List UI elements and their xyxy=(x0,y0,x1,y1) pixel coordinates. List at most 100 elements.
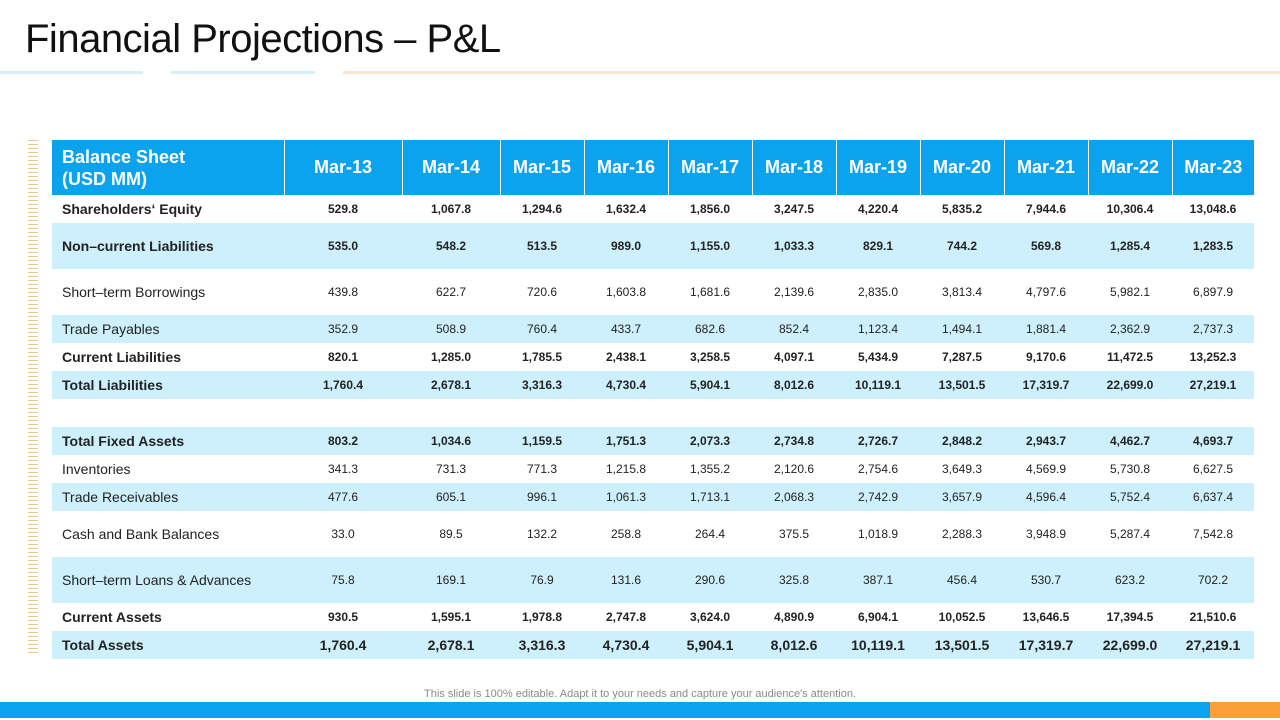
table-cell: 131.6 xyxy=(584,557,668,603)
table-cell: 1,760.4 xyxy=(284,631,402,659)
table-cell: 1,155.0 xyxy=(668,223,752,269)
table-cell: 1,881.4 xyxy=(1004,315,1088,343)
table-cell: 1,632.4 xyxy=(605,202,647,216)
table-cell: 258.8 xyxy=(610,527,642,541)
table-cell: 8,012.6 xyxy=(752,631,836,659)
table-cell: 820.1 xyxy=(327,350,359,364)
table-cell: 731.3 xyxy=(435,462,467,476)
table-cell: 13,501.5 xyxy=(920,371,1004,399)
table-cell: 2,068.3 xyxy=(752,483,836,511)
table-row: Cash and Bank Balances 33.0 89.5 132.2 258.8… xyxy=(52,511,1254,557)
row-label: Current Liabilities xyxy=(62,349,182,365)
table-cell: 5,730.8 xyxy=(1109,462,1151,476)
slide-title: Financial Projections – P&L xyxy=(25,17,501,61)
table-cell: 6,904.1 xyxy=(857,610,899,624)
table-cell: 7,542.8 xyxy=(1192,527,1234,541)
column-header: Mar-23 xyxy=(1171,140,1254,195)
table-cell: 387.1 xyxy=(836,557,920,603)
table-row: Shareholders‘ Equity 529.8 1,067.8 1,294.6 1… xyxy=(52,195,1254,223)
table-cell: 535.0 xyxy=(284,223,402,269)
table-cell: 569.8 xyxy=(1004,223,1088,269)
table-cell: 13,048.6 xyxy=(1189,202,1237,216)
table-cell: 433.7 xyxy=(584,315,668,343)
table-cell: 4,462.7 xyxy=(1088,427,1172,455)
table-cell: 17,319.7 xyxy=(1004,631,1088,659)
table-cell: 2,742.9 xyxy=(836,483,920,511)
table-cell xyxy=(284,399,402,427)
table-cell: 1,061.3 xyxy=(584,483,668,511)
table-cell: 1,159.5 xyxy=(500,427,584,455)
column-header: Mar-13 xyxy=(283,140,402,195)
table-cell: 513.5 xyxy=(500,223,584,269)
table-cell: 352.9 xyxy=(284,315,402,343)
table-cell: 1,033.3 xyxy=(752,223,836,269)
header-label-line2: (USD MM) xyxy=(62,168,147,189)
table-cell: 852.4 xyxy=(752,315,836,343)
column-header: Mar-17 xyxy=(667,140,752,195)
table-cell: 744.2 xyxy=(920,223,1004,269)
table-cell: 456.4 xyxy=(920,557,1004,603)
table-cell: 27,219.1 xyxy=(1172,631,1254,659)
table-row: Trade Payables 352.9 508.9 760.4 433.7 682.6 8… xyxy=(52,315,1254,343)
table-cell: 2,747.8 xyxy=(605,610,647,624)
table-row: Total Assets 1,760.4 2,678.1 3,316.3 4,730.4… xyxy=(52,631,1254,659)
column-header: Mar-14 xyxy=(401,140,500,195)
table-row: Short–term Loans & Advances 75.8 169.1 76.9… xyxy=(52,557,1254,603)
table-cell: 3,649.3 xyxy=(941,462,983,476)
table-cell: 89.5 xyxy=(439,527,463,541)
table-cell: 13,646.5 xyxy=(1022,610,1070,624)
table-cell: 1,355.2 xyxy=(689,462,731,476)
table-cell: 5,904.1 xyxy=(668,631,752,659)
table-cell: 1,034.6 xyxy=(402,427,500,455)
table-cell: 375.5 xyxy=(778,527,810,541)
table-cell xyxy=(1088,399,1172,427)
table-cell: 508.9 xyxy=(402,315,500,343)
column-header: Mar-18 xyxy=(751,140,836,195)
table-cell: 702.2 xyxy=(1172,557,1254,603)
row-label: Shareholders‘ Equity xyxy=(62,201,203,217)
table-cell: 439.8 xyxy=(327,285,359,299)
table-cell: 17,319.7 xyxy=(1004,371,1088,399)
table-cell: 4,730.4 xyxy=(584,371,668,399)
table-cell: 7,944.6 xyxy=(1025,202,1067,216)
table-cell: 5,982.1 xyxy=(1109,285,1151,299)
table-cell: 803.2 xyxy=(284,427,402,455)
title-underline-left xyxy=(0,71,143,74)
table-cell: 548.2 xyxy=(402,223,500,269)
table-cell xyxy=(1004,399,1088,427)
table-cell: 4,890.9 xyxy=(773,610,815,624)
table-cell: 264.4 xyxy=(694,527,726,541)
header-label-line1: Balance Sheet xyxy=(62,146,186,167)
table-cell: 2,139.6 xyxy=(773,285,815,299)
table-cell: 10,119.1 xyxy=(836,631,920,659)
table-cell: 760.4 xyxy=(500,315,584,343)
row-label: Trade Receivables xyxy=(52,483,284,511)
column-header: Mar-20 xyxy=(919,140,1004,195)
table-cell: 2,835.0 xyxy=(857,285,899,299)
table-cell: 21,510.6 xyxy=(1189,610,1237,624)
balance-sheet-table: Balance Sheet (USD MM) Mar-13 Mar-14 Mar… xyxy=(52,140,1254,659)
table-cell xyxy=(668,399,752,427)
table-cell: 13,252.3 xyxy=(1189,350,1237,364)
table-row: Non–current Liabilities 535.0 548.2 513.5 98… xyxy=(52,223,1254,269)
table-cell: 10,306.4 xyxy=(1106,202,1154,216)
table-cell: 1,785.5 xyxy=(521,350,563,364)
table-cell: 4,730.4 xyxy=(584,631,668,659)
table-cell: 13,501.5 xyxy=(920,631,1004,659)
table-cell: 22,699.0 xyxy=(1088,371,1172,399)
table-cell: 3,258.5 xyxy=(689,350,731,364)
table-cell: 1,595.1 xyxy=(430,610,472,624)
table-cell: 3,813.4 xyxy=(941,285,983,299)
table-row: Current Liabilities 820.1 1,285.0 1,785.5 2,… xyxy=(52,343,1254,371)
table-cell: 2,678.1 xyxy=(402,631,500,659)
table-cell xyxy=(500,399,584,427)
row-label: Short–term Loans & Advances xyxy=(52,557,284,603)
table-cell: 10,052.5 xyxy=(938,610,986,624)
table-cell: 33.0 xyxy=(331,527,355,541)
column-header: Mar-16 xyxy=(583,140,668,195)
table-cell: 2,073.3 xyxy=(668,427,752,455)
table-cell: 6,897.9 xyxy=(1192,285,1234,299)
table-cell: 1,978.8 xyxy=(521,610,563,624)
row-label: Non–current Liabilities xyxy=(52,223,284,269)
table-cell: 622.7 xyxy=(435,285,467,299)
